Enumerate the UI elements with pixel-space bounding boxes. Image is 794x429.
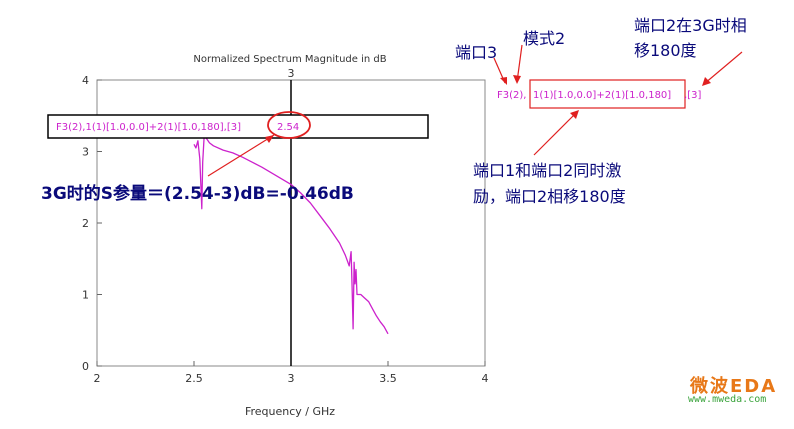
annotation-port3: 端口3 bbox=[455, 43, 498, 62]
annotation-excitation-line1: 端口1和端口2同时激 bbox=[473, 161, 622, 180]
x-tick-label: 2 bbox=[94, 372, 101, 385]
annotation-excitation-line2: 励，端口2相移180度 bbox=[473, 187, 626, 206]
callout-arrow-readout-head bbox=[265, 135, 274, 143]
y-tick-label: 3 bbox=[82, 146, 89, 159]
callout-arrow-mode2-head bbox=[513, 75, 521, 84]
readout-value: 2.54 bbox=[277, 122, 299, 133]
callout-arrow-port3-head bbox=[500, 77, 507, 85]
x-tick-label: 2.5 bbox=[185, 372, 203, 385]
x-axis: 2 2.5 3 3.5 4 bbox=[94, 361, 489, 385]
legend-boxed-text: 1(1)[1.0,0.0]+2(1)[1.0,180] bbox=[533, 90, 671, 101]
readout-label: F3(2),1(1)[1.0,0.0]+2(1)[1.0,180],[3] bbox=[56, 122, 241, 133]
watermark-logo: 微波EDA bbox=[690, 376, 778, 397]
x-axis-label: Frequency / GHz bbox=[245, 405, 335, 418]
y-tick-label: 1 bbox=[82, 289, 89, 302]
legend-boxed-highlight bbox=[529, 79, 686, 109]
annotation-phase-line1: 端口2在3G时相 bbox=[634, 16, 747, 35]
callout-arrow-readout bbox=[207, 134, 275, 177]
y-tick-label: 4 bbox=[82, 74, 89, 87]
annotation-s-param: 3G时的S参量＝(2.54-3)dB=-0.46dB bbox=[41, 184, 354, 204]
chart-title: Normalized Spectrum Magnitude in dB bbox=[193, 54, 386, 65]
callout-arrow-excitation bbox=[533, 111, 578, 156]
readout-box bbox=[47, 114, 429, 139]
x-tick-label: 3.5 bbox=[379, 372, 397, 385]
x-tick-label: 4 bbox=[482, 372, 489, 385]
readout-value-highlight bbox=[267, 111, 311, 139]
annotation-mode2: 模式2 bbox=[523, 29, 566, 48]
callout-arrow-excitation-head bbox=[570, 110, 579, 119]
callout-arrow-phase bbox=[703, 51, 743, 85]
y-tick-label: 0 bbox=[82, 360, 89, 373]
annotation-phase-line2: 移180度 bbox=[634, 41, 697, 60]
y-axis: 0 1 2 3 4 bbox=[82, 74, 102, 373]
marker-label: 3 bbox=[288, 67, 295, 80]
callout-arrow-phase-head bbox=[702, 77, 711, 86]
legend-suffix: ,[3] bbox=[684, 90, 701, 101]
y-tick-label: 2 bbox=[82, 217, 89, 230]
watermark-url: www.mweda.com bbox=[688, 394, 767, 405]
legend-prefix: F3(2), bbox=[497, 90, 526, 101]
x-tick-label: 3 bbox=[288, 372, 295, 385]
